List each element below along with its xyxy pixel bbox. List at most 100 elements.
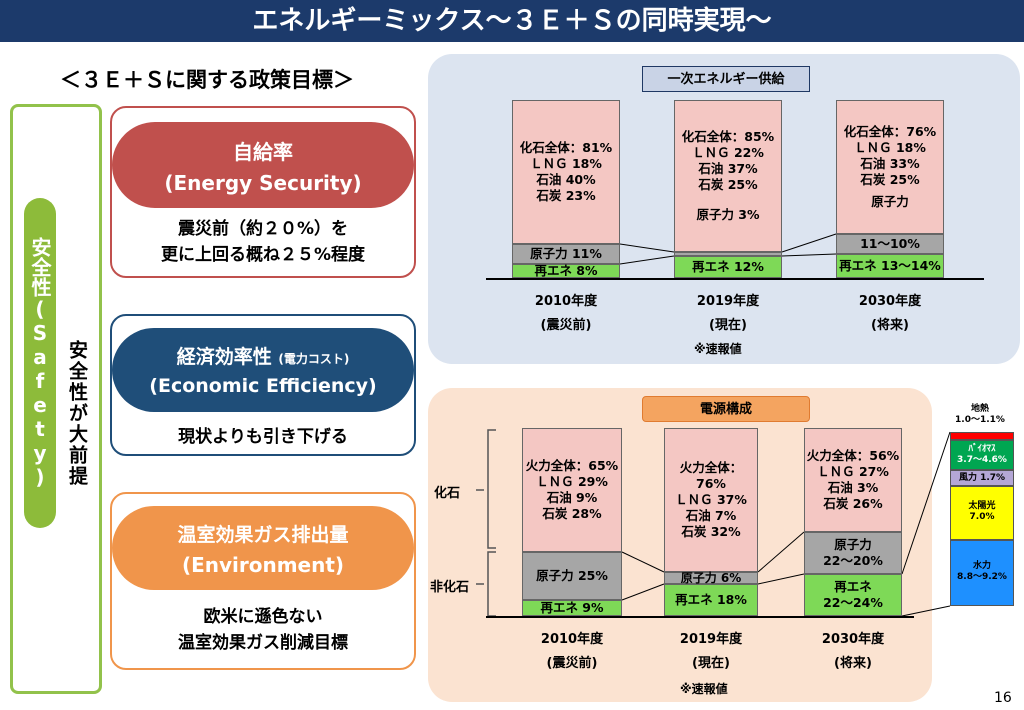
policy-subtitle: (Environment) — [181, 553, 345, 577]
breakdown-value: 1.0～1.1% — [955, 415, 1005, 425]
bar-label: 石炭 28% — [542, 506, 602, 521]
policy-pill-security: 自給率 (Energy Security) — [112, 122, 414, 208]
safety-ellipse — [24, 198, 56, 528]
policy-title: 自給率 — [233, 140, 293, 164]
page-number: 16 — [994, 690, 1012, 706]
policy-desc-line: 温室効果ガス削減目標 — [178, 633, 348, 653]
breakdown-value: 3.7～4.6% — [957, 455, 1007, 465]
bar-label: 化石全体：81% — [519, 140, 613, 155]
bar-renew-2019: 再エネ 12% — [674, 256, 782, 278]
breakdown-name: 水力 — [972, 561, 991, 571]
safety-premise: 安全性が大前提 — [66, 340, 88, 487]
policy-title: 経済効率性 — [176, 346, 272, 368]
period-label: (将来) — [871, 318, 909, 333]
policy-desc: 震災前（約２０%）を 更に上回る概ね２５%程度 — [112, 216, 414, 268]
period-label: (震災前) — [546, 656, 598, 671]
year-label: 2030年度 — [821, 632, 885, 647]
bar-label: 22～24% — [823, 595, 883, 610]
power-fossil-2010: 火力全体：65% ＬＮＧ 29% 石油 9% 石炭 28% — [522, 428, 622, 552]
bar-label: ＬＮＧ 37% — [675, 492, 747, 507]
power-nuclear-2019: 原子力 6% — [664, 572, 758, 584]
bar-label: ＬＮＧ 22% — [692, 145, 764, 160]
policy-pill-economic: 経済効率性 (電力コスト) (Economic Efficiency) — [112, 328, 414, 412]
bar-renew-2030: 再エネ 13～14% — [836, 254, 944, 278]
bar-label: ＬＮＧ 18% — [854, 140, 926, 155]
policy-desc-line: 更に上回る概ね２５%程度 — [160, 245, 366, 265]
bar-label: ＬＮＧ 27% — [817, 464, 889, 479]
policy-pill-environment: 温室効果ガス排出量 (Environment) — [112, 506, 414, 590]
year-label: 2010年度 — [534, 294, 598, 309]
primary-note: ※速報値 — [694, 342, 742, 356]
breakdown-value: 7.0% — [969, 512, 995, 522]
policy-title-small: (電力コスト) — [278, 352, 350, 366]
breakdown-hydro: 水力 8.8～9.2% — [950, 540, 1014, 606]
bar-nuclear-2030: 11～10% — [836, 234, 944, 254]
bar-fossil-2010: 化石全体：81% ＬＮＧ 18% 石油 40% 石炭 23% — [512, 100, 620, 244]
policy-subtitle: (Economic Efficiency) — [149, 375, 377, 397]
policy-desc-line: 欧米に遜色ない — [203, 607, 323, 627]
bar-renew-2010: 再エネ 8% — [512, 263, 620, 278]
year-label: 2019年度 — [679, 632, 743, 647]
power-title: 電源構成 — [642, 396, 810, 422]
breakdown-geothermal — [950, 432, 1014, 440]
policy-desc-line: 現状よりも引き下げる — [178, 427, 348, 447]
breakdown-wind: 風力 1.7% — [950, 470, 1014, 486]
bar-label: 石油 3% — [827, 480, 879, 495]
breakdown-geothermal-label: 地熱 1.0～1.1% — [944, 404, 1016, 426]
bar-nuclear-2019 — [674, 252, 782, 256]
bar-label: 石炭 26% — [823, 496, 883, 511]
policy-desc: 現状よりも引き下げる — [112, 424, 414, 450]
bar-label: ＬＮＧ 18% — [530, 156, 602, 171]
year-label: 2010年度 — [540, 632, 604, 647]
bar-label: 化石全体：76% — [843, 124, 937, 139]
power-note: ※速報値 — [680, 682, 728, 696]
bar-label: 石油 33% — [860, 156, 920, 171]
period-label: (将来) — [834, 656, 872, 671]
power-nuclear-2030: 原子力 22～20% — [804, 532, 902, 574]
bar-label: 石炭 25% — [698, 177, 758, 192]
bar-label: 再エネ — [834, 579, 872, 594]
bar-label: ＬＮＧ 29% — [536, 474, 608, 489]
policy-desc-line: 震災前（約２０%）を — [177, 219, 349, 239]
bar-label: 石油 7% — [685, 508, 737, 523]
breakdown-value: 8.8～9.2% — [957, 572, 1007, 582]
bar-label: 原子力 — [871, 194, 909, 209]
year-label: 2019年度 — [696, 294, 760, 309]
power-renew-2019: 再エネ 18% — [664, 584, 758, 616]
bar-label: 石油 9% — [546, 490, 598, 505]
safety-label: 安全性(Safety) — [28, 237, 52, 489]
power-renew-2010: 再エネ 9% — [522, 600, 622, 616]
bar-label: 石油 37% — [698, 161, 758, 176]
breakdown-name: 地熱 — [970, 404, 989, 414]
bar-label: 火力全体：65% — [525, 458, 619, 473]
power-baseline — [486, 616, 914, 618]
bar-fossil-2030: 化石全体：76% ＬＮＧ 18% 石油 33% 石炭 25% 原子力 — [836, 100, 944, 234]
period-label: (現在) — [692, 656, 730, 671]
bar-label: 原子力 3% — [696, 207, 760, 222]
power-fossil-2019: 火力全体：76% ＬＮＧ 37% 石油 7% 石炭 32% — [664, 428, 758, 572]
fossil-group-label: 化石 — [434, 486, 461, 501]
bar-label: 化石全体：85% — [681, 129, 775, 144]
bar-label: 火力全体：56% — [806, 448, 900, 463]
breakdown-name: 風力 — [958, 473, 977, 483]
breakdown-name: ﾊﾞｲｵﾏｽ — [968, 444, 996, 454]
policy-title: 温室効果ガス排出量 — [177, 524, 349, 546]
policy-heading: ＜３Ｅ＋Ｓに関する政策目標＞ — [60, 68, 354, 92]
power-fossil-2030: 火力全体：56% ＬＮＧ 27% 石油 3% 石炭 26% — [804, 428, 902, 532]
breakdown-name: 太陽光 — [968, 501, 996, 511]
power-nuclear-2010: 原子力 25% — [522, 552, 622, 600]
breakdown-solar: 太陽光 7.0% — [950, 486, 1014, 540]
bar-label: 石油 40% — [536, 172, 596, 187]
bar-fossil-2019: 化石全体：85% ＬＮＧ 22% 石油 37% 石炭 25% 原子力 3% — [674, 100, 782, 252]
policy-desc: 欧米に遜色ない 温室効果ガス削減目標 — [112, 604, 414, 656]
bar-label: 火力全体：76% — [679, 460, 743, 491]
power-renew-2030: 再エネ 22～24% — [804, 574, 902, 616]
bar-label: 石炭 25% — [860, 172, 920, 187]
bar-label: 原子力 — [834, 537, 872, 552]
period-label: (震災前) — [540, 318, 592, 333]
safety-frame — [10, 104, 102, 694]
policy-subtitle: (Energy Security) — [164, 171, 362, 195]
bar-nuclear-2010: 原子力 11% — [512, 244, 620, 264]
bar-label: 石炭 23% — [536, 188, 596, 203]
